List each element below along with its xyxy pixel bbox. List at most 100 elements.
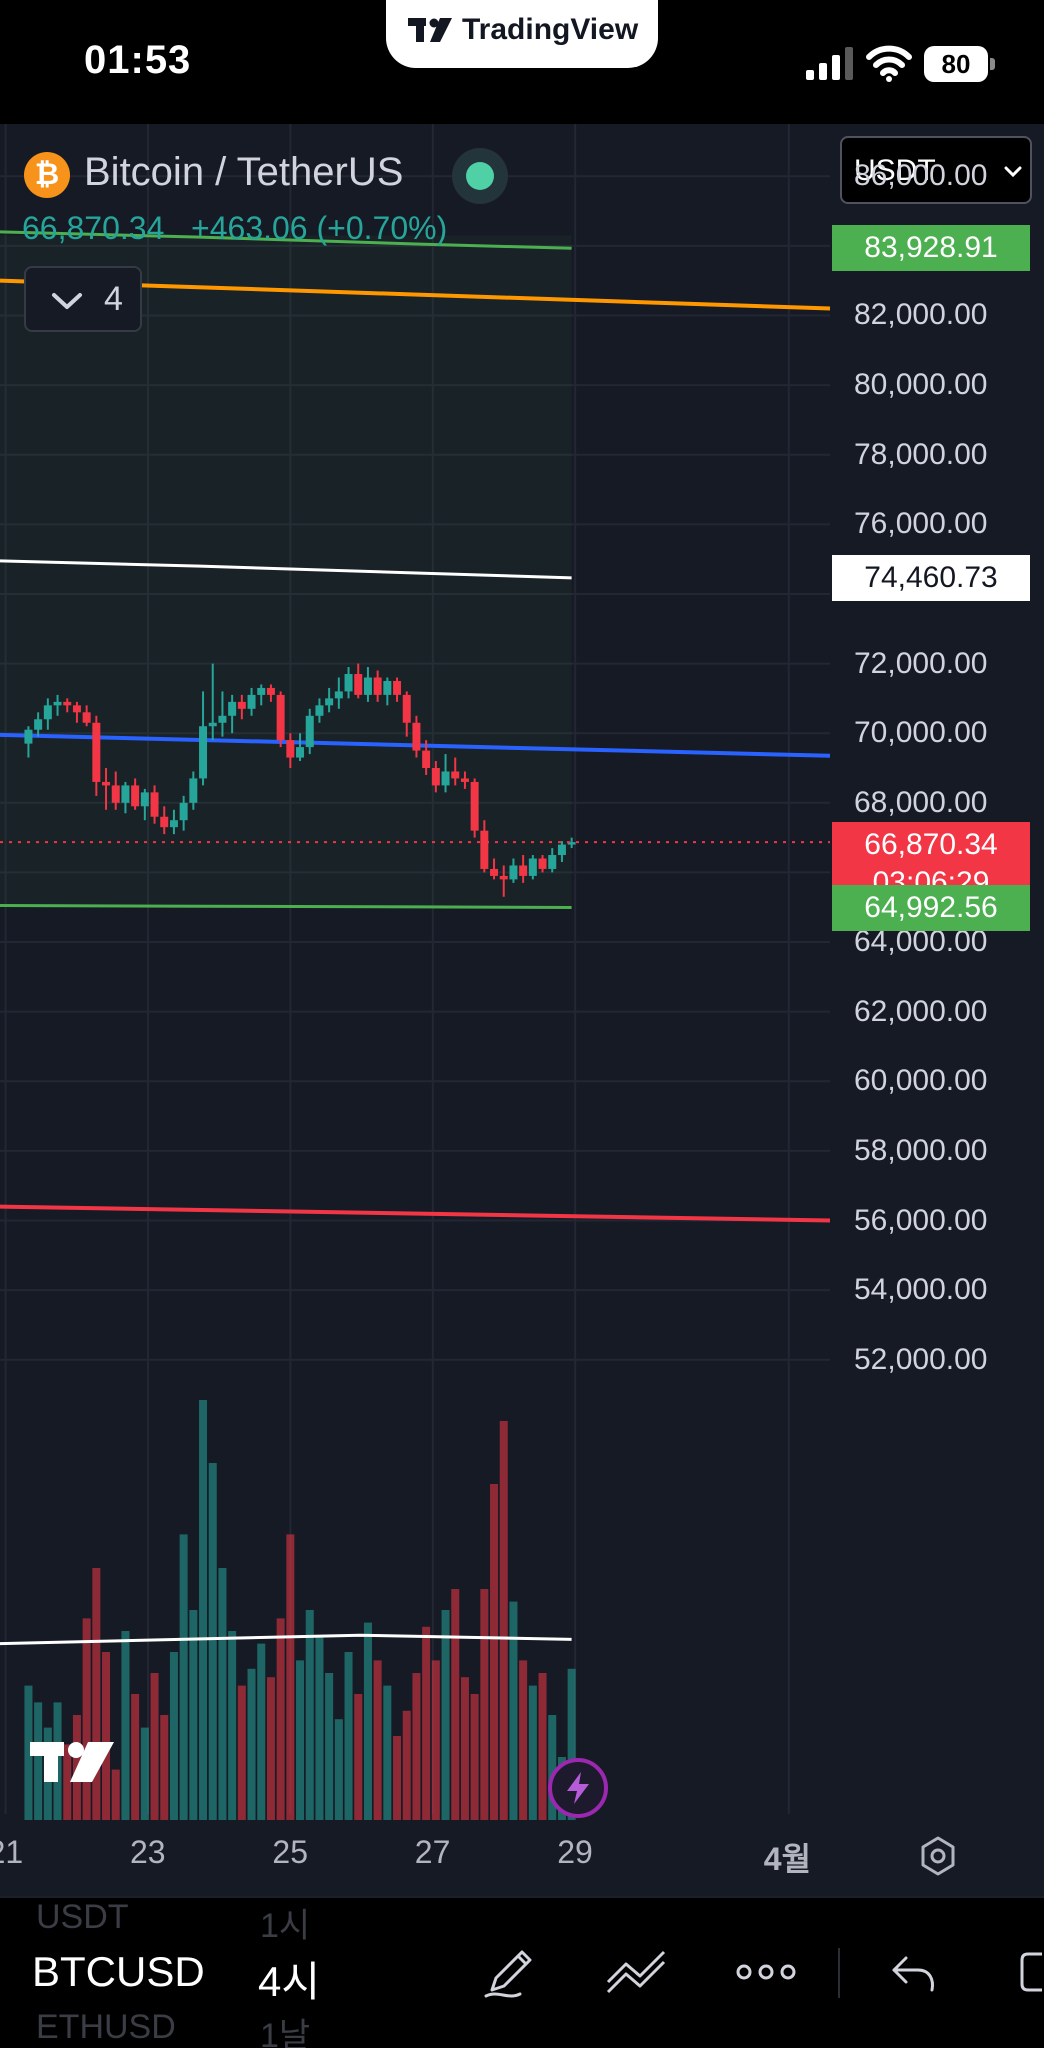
volume-bar xyxy=(102,1652,111,1820)
lower-band-tag: 64,992.56 xyxy=(832,884,1030,931)
volume-bar xyxy=(179,1534,188,1820)
candle-body xyxy=(538,858,547,869)
chart-area[interactable]: ₿ Bitcoin / TetherUS 66,870.34 +463.06 (… xyxy=(0,124,1044,1896)
price-axis-label: 82,000.00 xyxy=(854,298,988,332)
price-axis-label: 86,000.00 xyxy=(854,159,988,193)
x-label-27: 27 xyxy=(414,1834,451,1870)
symbol-picker-prev[interactable]: USDT xyxy=(36,1898,129,1936)
quick-trade-button[interactable] xyxy=(548,1758,608,1818)
more-icon[interactable] xyxy=(734,1940,798,2004)
volume-bar xyxy=(383,1685,392,1820)
volume-bar xyxy=(247,1668,256,1820)
candle-body xyxy=(111,785,120,803)
legend-last-price: 66,870.34 xyxy=(22,210,165,246)
volume-bar xyxy=(131,1694,140,1820)
volume-ma xyxy=(0,1633,572,1646)
volume-bar xyxy=(354,1694,363,1820)
volume-bar xyxy=(266,1677,275,1820)
volume-bar xyxy=(431,1660,440,1820)
tradingview-watermark-icon[interactable] xyxy=(30,1738,116,1786)
volume-bar xyxy=(121,1631,130,1820)
tradingview-pill[interactable]: TradingView xyxy=(386,0,658,68)
volume-bar xyxy=(257,1643,266,1820)
candle-body xyxy=(218,715,227,723)
candle-body xyxy=(228,701,237,716)
candle-body xyxy=(286,740,295,758)
candle-body xyxy=(266,687,275,695)
volume-bar xyxy=(160,1715,169,1820)
interval-picker-prev[interactable]: 1시 xyxy=(260,1907,311,1945)
x-label-month: 4월 xyxy=(763,1841,812,1877)
x-label-25: 25 xyxy=(272,1834,308,1870)
bitcoin-icon: ₿ xyxy=(24,152,70,198)
chevron-down-icon xyxy=(52,293,82,309)
battery-icon: 80 xyxy=(924,46,996,82)
candle-body xyxy=(567,842,576,845)
legend-price-row: 66,870.34 +463.06 (+0.70%) xyxy=(22,210,447,247)
price-axis-label: 78,000.00 xyxy=(854,437,988,471)
x-label-29: 29 xyxy=(557,1834,593,1870)
undo-icon[interactable] xyxy=(888,1940,940,2004)
candle-body xyxy=(528,858,537,876)
price-axis-label: 76,000.00 xyxy=(854,507,988,541)
volume-bar xyxy=(286,1534,295,1820)
candle-body xyxy=(72,705,81,713)
chart-settings-icon[interactable] xyxy=(918,1836,958,1876)
volume-bar xyxy=(393,1736,402,1820)
status-bar: 01:53 TradingView 80 xyxy=(0,0,1044,124)
candle-body xyxy=(92,722,101,782)
price-axis-label: 68,000.00 xyxy=(854,785,988,819)
candle-body xyxy=(490,868,499,876)
candle-body xyxy=(296,747,305,758)
red-line xyxy=(0,1204,831,1223)
price-axis-label: 56,000.00 xyxy=(854,1203,988,1237)
candle-body xyxy=(519,865,528,876)
battery-level: 80 xyxy=(924,46,988,82)
volume-bar xyxy=(402,1710,411,1820)
candle-body xyxy=(373,677,382,695)
volume-bar xyxy=(422,1626,431,1820)
candle-body xyxy=(179,802,188,821)
live-dot-icon xyxy=(466,162,494,190)
interval-picker[interactable]: 4시 xyxy=(258,1958,320,2005)
indicators-collapse-button[interactable]: 4 xyxy=(24,266,142,332)
market-open-indicator[interactable] xyxy=(452,148,508,204)
lower-band xyxy=(0,904,572,909)
indicators-icon[interactable] xyxy=(602,1940,672,2004)
candle-body xyxy=(247,694,256,709)
volume-bar xyxy=(305,1610,314,1820)
bottom-toolbar: USDT BTCUSD ETHUSD 1시 4시 1날 xyxy=(0,1896,1044,2048)
volume-bar xyxy=(441,1610,450,1820)
candle-body xyxy=(412,722,421,751)
currency-select[interactable]: USDT xyxy=(840,136,1032,204)
pencil-icon[interactable] xyxy=(478,1940,542,2004)
symbol-picker[interactable]: BTCUSD xyxy=(32,1948,205,1995)
candle-body xyxy=(34,719,43,730)
candle-body xyxy=(509,865,518,880)
interval-picker-next[interactable]: 1날 xyxy=(260,2017,311,2048)
symbol-picker-next[interactable]: ETHUSD xyxy=(36,2008,176,2046)
candle-body xyxy=(422,750,431,768)
price-axis-label: 54,000.00 xyxy=(854,1273,988,1307)
symbol-name[interactable]: Bitcoin / TetherUS xyxy=(84,150,404,194)
tradingview-logo-icon xyxy=(408,18,452,42)
price-axis-label: 70,000.00 xyxy=(854,716,988,750)
candle-body xyxy=(169,820,178,828)
volume-bar xyxy=(111,1769,120,1820)
candle-body xyxy=(402,694,411,723)
volume-bar xyxy=(92,1568,101,1820)
volume-bar xyxy=(470,1694,479,1820)
candle-body xyxy=(431,768,440,786)
price-chart[interactable] xyxy=(0,124,1044,1896)
volume-bar xyxy=(169,1652,178,1820)
wifi-icon xyxy=(866,45,912,82)
volume-bar xyxy=(538,1673,547,1820)
candle-body xyxy=(557,844,566,856)
upper-band xyxy=(0,230,572,250)
volume-bar xyxy=(34,1702,43,1820)
legend-change: +463.06 (+0.70%) xyxy=(191,210,448,246)
candle-body xyxy=(441,771,450,786)
battery-tip xyxy=(990,58,995,70)
fullscreen-icon[interactable] xyxy=(1012,1940,1044,2004)
price-axis-label: 62,000.00 xyxy=(854,994,988,1028)
